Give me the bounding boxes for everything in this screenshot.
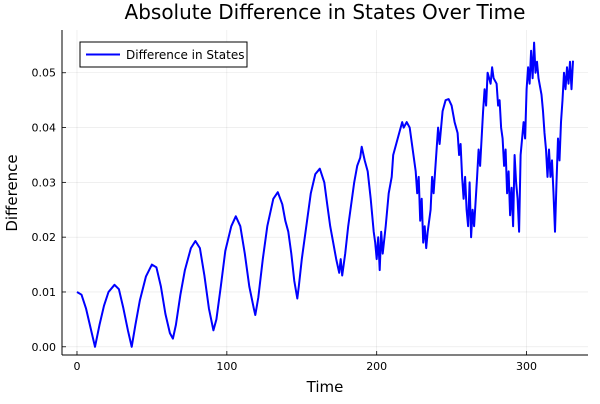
y-axis-label: Difference: [3, 154, 21, 231]
y-tick-label: 0.00: [32, 341, 57, 354]
series: [76, 41, 574, 348]
y-tick-label: 0.02: [32, 231, 57, 244]
y-tick-label: 0.03: [32, 176, 57, 189]
ticks: 0 100 200 300 0.00 0.01 0.02 0.03 0.04 0.05: [32, 67, 538, 373]
x-axis-label: Time: [306, 378, 344, 396]
y-tick-label: 0.05: [32, 67, 57, 80]
legend-label: Difference in States: [126, 48, 244, 62]
x-tick-label: 300: [516, 360, 537, 373]
y-tick-label: 0.04: [32, 122, 57, 135]
y-tick-label: 0.01: [32, 286, 57, 299]
axes: [61, 30, 588, 356]
x-tick-label: 200: [366, 360, 387, 373]
x-tick-label: 100: [216, 360, 237, 373]
legend: Difference in States: [79, 41, 248, 68]
series-line: [76, 41, 574, 348]
x-tick-label: 0: [73, 360, 80, 373]
chart-title: Absolute Difference in States Over Time: [125, 0, 526, 24]
